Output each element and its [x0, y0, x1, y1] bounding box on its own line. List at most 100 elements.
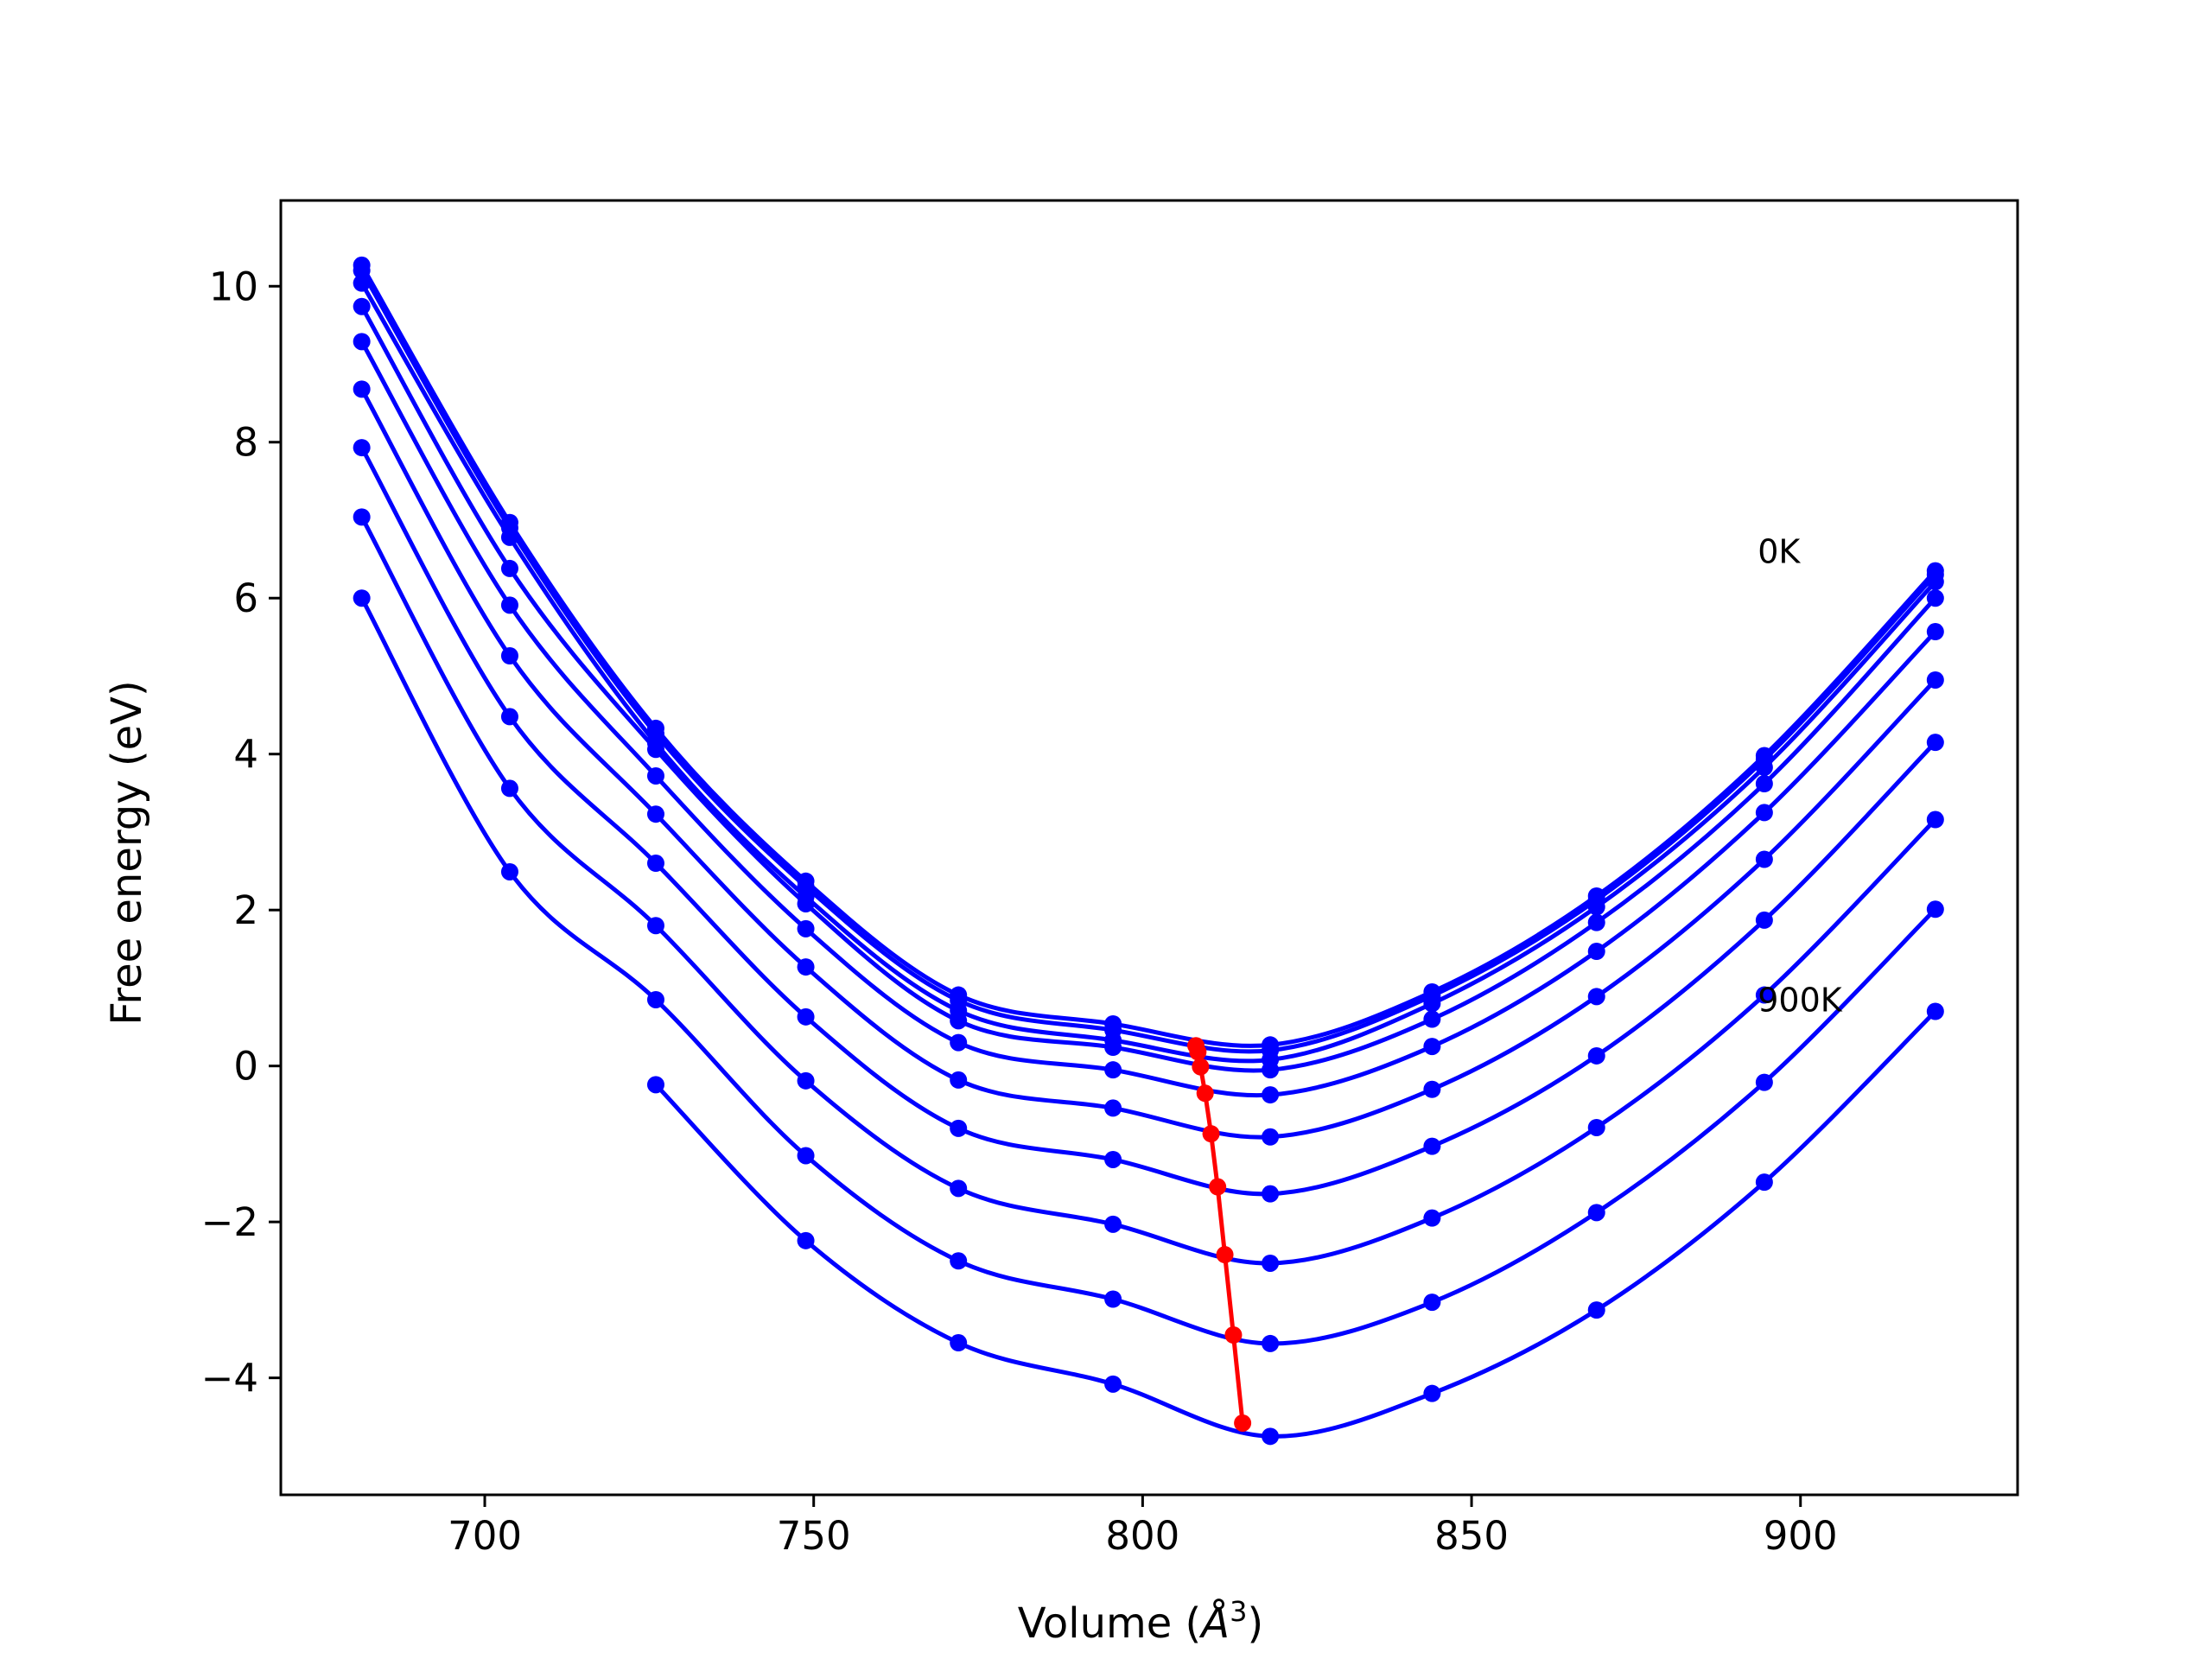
- data-point: [950, 1071, 968, 1089]
- data-point: [1587, 913, 1605, 931]
- data-point: [1262, 1128, 1280, 1146]
- data-point: [646, 805, 664, 823]
- x-tick-label: 850: [1434, 1513, 1509, 1559]
- data-point: [1755, 850, 1773, 868]
- y-tick-label: 8: [233, 420, 258, 466]
- data-point: [1926, 1002, 1944, 1020]
- data-point: [1755, 911, 1773, 929]
- data-point: [1755, 804, 1773, 822]
- plot-frame: [279, 199, 2019, 1497]
- data-point: [1104, 1061, 1122, 1079]
- data-point: [1755, 1173, 1773, 1192]
- y-axis-label: Free energy (eV): [103, 680, 151, 1025]
- data-point: [500, 559, 518, 577]
- annotations: 0K 900K: [1758, 533, 1843, 1020]
- data-point: [1104, 1039, 1122, 1057]
- data-point: [646, 990, 664, 1008]
- temperature-annotation: 900K: [1758, 982, 1843, 1020]
- data-point: [1926, 900, 1944, 918]
- data-point: [1262, 1254, 1280, 1272]
- minimum-point: [1189, 1043, 1207, 1061]
- data-point: [1423, 1137, 1441, 1155]
- data-point: [353, 333, 371, 351]
- data-point: [500, 862, 518, 880]
- data-point: [500, 647, 518, 665]
- data-point: [1104, 1099, 1122, 1117]
- x-tick-label: 750: [777, 1513, 851, 1559]
- minimum-point: [1209, 1178, 1227, 1196]
- data-point: [353, 380, 371, 398]
- data-point: [797, 1147, 815, 1165]
- data-point: [1755, 759, 1773, 777]
- x-tick-label: 800: [1105, 1513, 1179, 1559]
- fit-curve-4: [359, 340, 1937, 1098]
- data-point: [1587, 1301, 1605, 1319]
- data-points: [353, 256, 1944, 1446]
- data-point: [950, 1252, 968, 1270]
- data-point: [646, 741, 664, 759]
- x-tick-label: 700: [448, 1513, 522, 1559]
- data-point: [500, 708, 518, 726]
- data-point: [1104, 1375, 1122, 1393]
- minimum-point: [1216, 1246, 1234, 1264]
- fit-curve-8: [359, 597, 1937, 1346]
- data-point: [1262, 1061, 1280, 1079]
- data-point: [1926, 573, 1944, 591]
- minimum-point: [1224, 1326, 1243, 1344]
- minimum-point: [1202, 1125, 1220, 1143]
- data-point: [797, 894, 815, 912]
- minimum-point: [1234, 1414, 1252, 1432]
- y-tick-label: 6: [233, 575, 258, 621]
- data-point: [950, 1119, 968, 1137]
- data-point: [1755, 986, 1773, 1004]
- data-point: [1926, 589, 1944, 607]
- data-point: [1423, 1080, 1441, 1098]
- data-point: [500, 779, 518, 798]
- fit-curve-0: [359, 264, 1937, 1048]
- data-point: [1926, 810, 1944, 829]
- data-point: [1587, 898, 1605, 916]
- data-point: [646, 855, 664, 873]
- data-point: [1262, 1427, 1280, 1446]
- y-tick-label: −2: [201, 1199, 258, 1245]
- data-point: [1587, 1046, 1605, 1065]
- data-point: [950, 1012, 968, 1030]
- data-point: [797, 919, 815, 938]
- fit-curve-1: [359, 269, 1937, 1054]
- data-point: [646, 1076, 664, 1094]
- data-point: [1926, 734, 1944, 752]
- data-point: [1423, 1010, 1441, 1028]
- data-point: [797, 1231, 815, 1249]
- y-tick-label: 0: [233, 1044, 258, 1090]
- x-axis-ticks: 700 750 800 850 900: [448, 1495, 1838, 1559]
- y-tick-label: −4: [201, 1356, 258, 1402]
- data-point: [797, 958, 815, 976]
- data-point: [1262, 1086, 1280, 1104]
- y-tick-label: 4: [233, 732, 258, 778]
- data-point: [1104, 1150, 1122, 1168]
- data-point: [353, 297, 371, 315]
- data-point: [353, 262, 371, 280]
- data-point: [950, 1334, 968, 1352]
- data-point: [646, 917, 664, 935]
- data-point: [353, 274, 371, 292]
- data-point: [1423, 1294, 1441, 1312]
- data-point: [500, 596, 518, 614]
- data-point: [1262, 1185, 1280, 1203]
- y-tick-label: 2: [233, 887, 258, 933]
- data-point: [1104, 1290, 1122, 1308]
- data-point: [1926, 671, 1944, 689]
- data-point: [1755, 775, 1773, 793]
- data-point: [950, 1033, 968, 1052]
- data-point: [1423, 1038, 1441, 1056]
- data-point: [353, 508, 371, 526]
- x-tick-label: 900: [1764, 1513, 1838, 1559]
- data-point: [797, 1071, 815, 1090]
- data-point: [1587, 1118, 1605, 1136]
- data-point: [1104, 1215, 1122, 1233]
- data-point: [646, 766, 664, 785]
- y-axis-ticks: −4 −2 0 2 4 6 8 10: [201, 264, 281, 1402]
- temperature-annotation: 0K: [1758, 533, 1801, 571]
- data-point: [1587, 1204, 1605, 1222]
